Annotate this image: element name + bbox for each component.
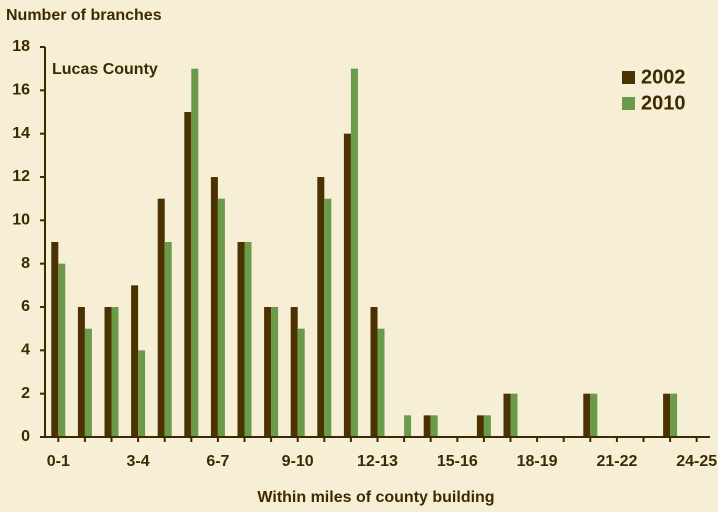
y-tick-label: 4	[21, 342, 30, 359]
bar	[297, 328, 305, 437]
x-tick-label: 12-13	[357, 453, 398, 470]
bar	[350, 68, 358, 438]
bar	[244, 242, 252, 437]
bar	[377, 328, 385, 437]
x-tick-label: 0-1	[47, 453, 70, 470]
x-tick-label: 15-16	[437, 453, 478, 470]
bar	[663, 393, 671, 437]
bar	[138, 350, 146, 437]
bar	[317, 177, 325, 437]
chart-title: Number of branches	[6, 7, 162, 24]
bar	[58, 263, 66, 437]
bar	[476, 415, 484, 437]
bar	[104, 307, 112, 437]
bar	[271, 307, 279, 437]
bar	[290, 307, 298, 437]
bar	[51, 242, 59, 437]
legend-label: 2010	[641, 92, 686, 114]
bar	[264, 307, 272, 437]
bar	[503, 393, 511, 437]
bar	[343, 133, 351, 437]
legend-label: 2002	[641, 66, 686, 88]
x-tick-label: 6-7	[206, 453, 229, 470]
annotation: Lucas County	[52, 61, 158, 78]
bar	[590, 393, 598, 437]
bar	[324, 198, 332, 437]
x-tick-label: 18-19	[517, 453, 558, 470]
y-tick-label: 8	[21, 255, 30, 272]
bar	[184, 112, 192, 437]
x-axis-title: Within miles of county building	[257, 489, 494, 506]
bar	[164, 242, 172, 437]
legend-swatch	[622, 71, 635, 84]
y-tick-label: 12	[12, 168, 30, 185]
bar	[77, 307, 85, 437]
bar	[483, 415, 491, 437]
bar	[510, 393, 518, 437]
legend-swatch	[622, 97, 635, 110]
bar	[217, 198, 225, 437]
bar	[191, 68, 199, 438]
bar	[670, 393, 678, 437]
y-tick-label: 14	[12, 125, 30, 142]
bar	[237, 242, 245, 437]
bar	[157, 198, 165, 437]
bar	[131, 285, 139, 437]
x-tick-label: 9-10	[282, 453, 314, 470]
y-tick-label: 0	[21, 428, 30, 445]
x-tick-label: 21-22	[596, 453, 637, 470]
y-tick-label: 2	[21, 385, 30, 402]
x-tick-label: 3-4	[127, 453, 150, 470]
x-tick-label: 24-25	[676, 453, 717, 470]
y-tick-label: 10	[12, 212, 30, 229]
bar	[583, 393, 591, 437]
y-tick-label: 18	[12, 38, 30, 55]
bar	[423, 415, 431, 437]
y-tick-label: 16	[12, 82, 30, 99]
bar	[370, 307, 378, 437]
bar	[210, 177, 218, 437]
bar	[430, 415, 438, 437]
bar	[111, 307, 119, 437]
bar	[404, 415, 412, 437]
y-tick-label: 6	[21, 298, 30, 315]
bar	[84, 328, 92, 437]
